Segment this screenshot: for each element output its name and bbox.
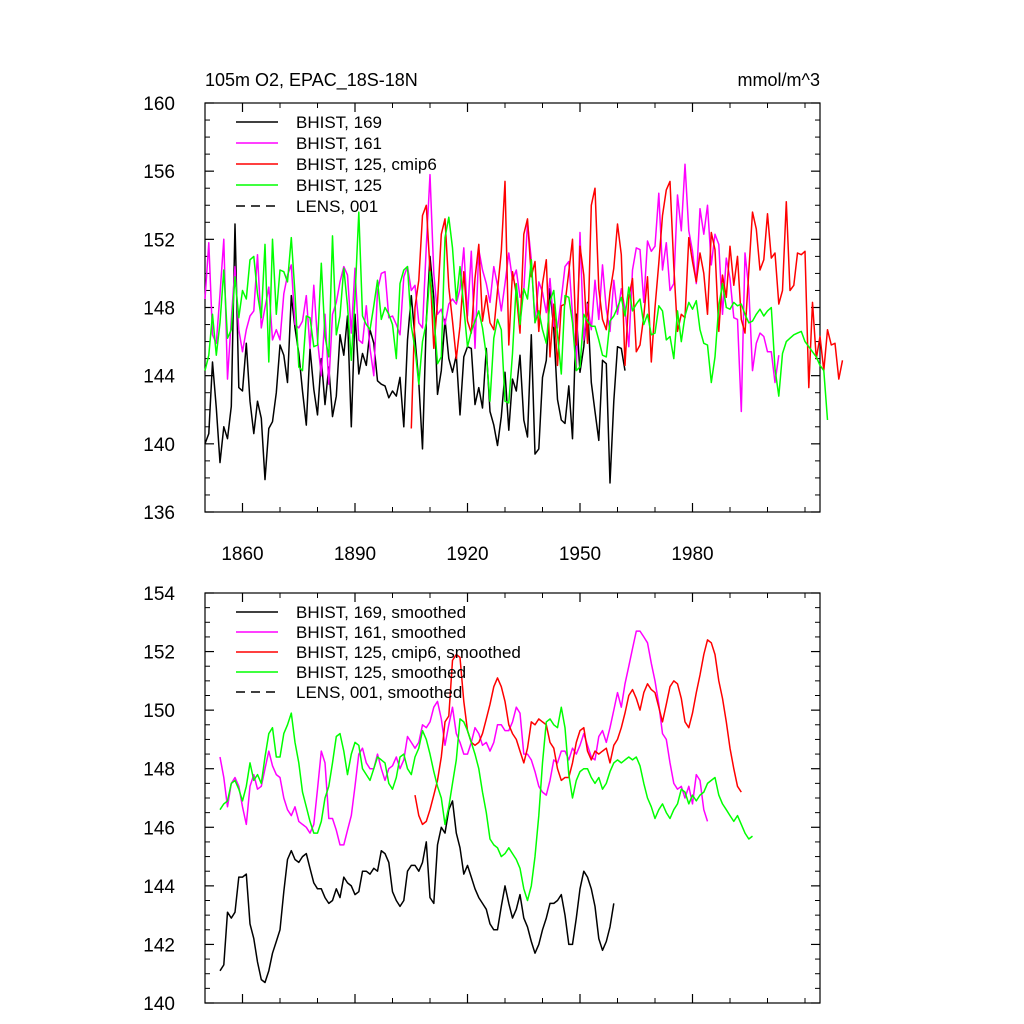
bottom-series-line-1 [219, 630, 709, 846]
bottom-y-tick-label: 140 [143, 994, 175, 1015]
top-legend-label-4: LENS, 001 [296, 197, 378, 216]
bottom-series-line-3 [219, 706, 753, 902]
top-y-tick-label: 144 [143, 367, 175, 388]
top-legend-label-0: BHIST, 169 [296, 113, 382, 132]
top-legend-label-1: BHIST, 161 [296, 134, 382, 153]
top-x-tick-label: 1950 [559, 544, 601, 565]
top-series-line-0 [204, 223, 626, 484]
top-legend-label-2: BHIST, 125, cmip6 [296, 155, 437, 174]
top-x-tick-label: 1860 [221, 544, 263, 565]
top-series-line-2 [410, 180, 844, 429]
top-y-tick-label: 148 [143, 299, 175, 320]
bottom-legend-label-1: BHIST, 161, smoothed [296, 623, 466, 642]
bottom-legend-label-3: BHIST, 125, smoothed [296, 663, 466, 682]
bottom-y-tick-label: 152 [143, 643, 175, 664]
top-y-tick-label: 160 [143, 94, 175, 115]
bottom-y-tick-label: 154 [143, 584, 175, 605]
top-x-tick-label: 1980 [671, 544, 713, 565]
bottom-series-line-0 [219, 800, 615, 984]
bottom-y-tick-label: 146 [143, 818, 175, 839]
bottom-y-tick-label: 148 [143, 760, 175, 781]
top-y-tick-label: 152 [143, 230, 175, 251]
top-chart-title: 105m O2, EPAC_18S-18N [205, 70, 418, 91]
top-series-line-3 [204, 211, 829, 421]
top-y-tick-label: 156 [143, 162, 175, 183]
top-x-tick-label: 1920 [446, 544, 488, 565]
top-chart-panel: 105m O2, EPAC_18S-18N mmol/m^3 136 140 144… [143, 70, 844, 565]
bottom-y-tick-label: 142 [143, 935, 175, 956]
bottom-y-tick-label: 150 [143, 701, 175, 722]
bottom-legend-label-2: BHIST, 125, cmip6, smoothed [296, 643, 521, 662]
bottom-legend-label-0: BHIST, 169, smoothed [296, 603, 466, 622]
top-chart-units: mmol/m^3 [738, 70, 820, 90]
top-series-line-1 [204, 163, 780, 413]
top-legend-label-3: BHIST, 125 [296, 176, 382, 195]
top-y-tick-label: 136 [143, 503, 175, 524]
top-y-tick-label: 140 [143, 435, 175, 456]
top-x-tick-label: 1890 [334, 544, 376, 565]
bottom-y-tick-label: 144 [143, 877, 175, 898]
bottom-chart-panel: 140 142 144 146 148 150 152 154 BHIST, 169, smoo… [143, 584, 821, 1015]
bottom-legend-label-4: LENS, 001, smoothed [296, 683, 462, 702]
